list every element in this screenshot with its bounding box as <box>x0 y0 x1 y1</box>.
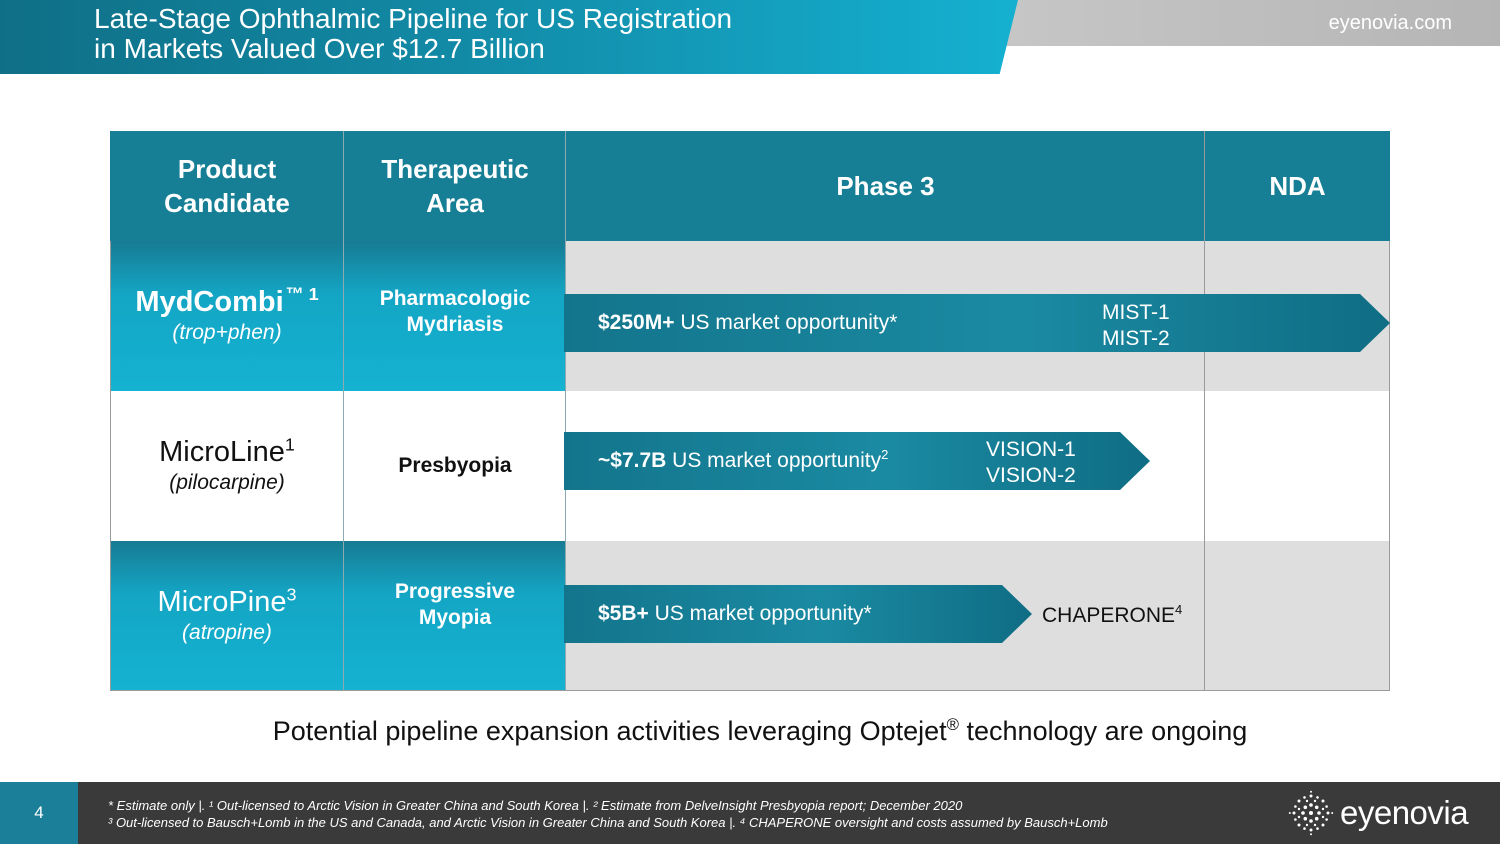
footer: 4 * Estimate only |. ¹ Out-licensed to A… <box>0 782 1500 844</box>
header-nda: NDA <box>1205 131 1390 241</box>
footnote-line1: * Estimate only |. ¹ Out-licensed to Arc… <box>108 798 963 813</box>
grid-line <box>110 241 111 691</box>
row3-area: Progressive Myopia <box>394 580 516 629</box>
pipeline-expansion-note: Potential pipeline expansion activities … <box>272 715 1248 746</box>
grid-line <box>1204 131 1205 691</box>
row2-trial-2: VISION-2 <box>986 464 1076 487</box>
row3-area-cell: Progressive Myopia <box>344 541 566 691</box>
header-blue-band <box>0 0 1018 74</box>
row2-product-name: MicroLine1 <box>159 434 295 468</box>
grid-line <box>110 690 1390 691</box>
eyenovia-logo-text: eyenovia <box>1340 794 1469 831</box>
footnote-line2: ³ Out-licensed to Bausch+Lomb in the US … <box>108 815 1108 830</box>
row2-market-text: ~$7.7B US market opportunity2 <box>598 447 889 472</box>
grid-line <box>343 131 344 691</box>
row1-trial-1: MIST-1 <box>1102 301 1170 324</box>
row2-market-arrow: ~$7.7B US market opportunity2 <box>564 432 1150 490</box>
row2-product-sub: (pilocarpine) <box>169 471 285 494</box>
row2-product-cell: MicroLine1 (pilocarpine) <box>110 391 344 541</box>
header-nda-label: NDA <box>1269 171 1326 201</box>
row1-product-cell: MydCombi ™ 1 (trop+phen) <box>110 241 344 391</box>
slide-title-line2: in Markets Valued Over $12.7 Billion <box>94 33 545 64</box>
row2-area-cell: Presbyopia <box>344 391 566 541</box>
row3-trials: CHAPERONE4 <box>1042 602 1183 627</box>
row3-product-name: MicroPine3 <box>157 584 297 618</box>
row1-trials: MIST-1 MIST-2 <box>1102 300 1170 352</box>
slide-title-line1: Late-Stage Ophthalmic Pipeline for US Re… <box>94 3 733 34</box>
pipeline-table: Product Candidate Therapeutic Area Phase… <box>110 131 1390 691</box>
row1-area: Pharmacologic Mydriasis <box>379 287 531 336</box>
row3-market-arrow: $5B+ US market opportunity* <box>564 585 1032 643</box>
eyenovia-logo: eyenovia <box>1288 790 1469 836</box>
header-product-candidate: Product Candidate <box>110 131 344 241</box>
eyenovia-logo-icon <box>1288 790 1334 836</box>
row1-market-arrow: $250M+ US market opportunity* <box>564 294 1390 352</box>
header-area-label: Therapeutic Area <box>381 154 529 218</box>
row1-area-cell: Pharmacologic Mydriasis <box>344 241 566 391</box>
page-number: 4 <box>0 782 78 844</box>
row2-area: Presbyopia <box>398 454 512 477</box>
row3-nda-cell <box>1205 541 1390 691</box>
row1-product-name: MydCombi ™ 1 <box>135 284 319 318</box>
row1-market-text: $250M+ US market opportunity* <box>598 311 898 334</box>
footnotes: * Estimate only |. ¹ Out-licensed to Arc… <box>108 797 1108 831</box>
header-phase3-label: Phase 3 <box>836 171 935 201</box>
header-product-label: Product Candidate <box>164 154 290 218</box>
grid-line <box>565 131 566 691</box>
slide-title: Late-Stage Ophthalmic Pipeline for US Re… <box>94 4 732 64</box>
row2-trials: VISION-1 VISION-2 <box>986 437 1076 489</box>
header-phase-3: Phase 3 <box>566 131 1205 241</box>
row2-trial-1: VISION-1 <box>986 438 1076 461</box>
row3-product-sub: (atropine) <box>182 621 272 644</box>
row3-product-cell: MicroPine3 (atropine) <box>110 541 344 691</box>
row1-product-sub: (trop+phen) <box>172 321 282 344</box>
header-therapeutic-area: Therapeutic Area <box>344 131 566 241</box>
row1-trial-2: MIST-2 <box>1102 327 1170 350</box>
grid-line <box>1389 241 1390 691</box>
row3-market-text: $5B+ US market opportunity* <box>598 602 872 625</box>
row3-trial-1: CHAPERONE <box>1042 604 1176 627</box>
website-label: eyenovia.com <box>1328 12 1452 34</box>
row2-nda-cell <box>1205 391 1390 541</box>
